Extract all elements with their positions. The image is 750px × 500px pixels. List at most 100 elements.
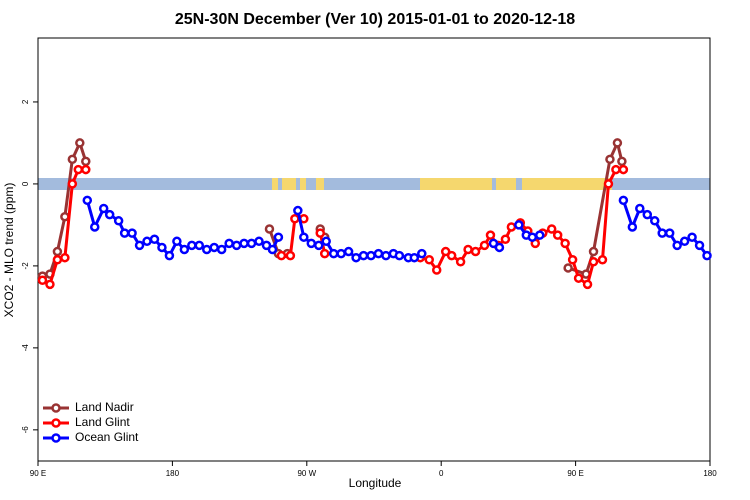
data-point: [134, 240, 145, 251]
data-point: [573, 273, 584, 283]
x-tick-label: 0: [439, 469, 444, 478]
data-point: [463, 244, 473, 255]
x-tick-label: 180: [703, 469, 717, 478]
data-point: [194, 240, 205, 251]
data-point: [618, 195, 629, 206]
data-point: [273, 232, 284, 242]
legend-marker: [51, 403, 61, 413]
legend-marker: [51, 418, 61, 428]
data-point: [527, 232, 538, 242]
data-point: [546, 224, 557, 234]
data-point: [351, 252, 361, 263]
data-point: [164, 250, 175, 261]
data-point: [552, 230, 563, 240]
data-point: [358, 250, 369, 261]
data-point: [73, 164, 84, 175]
land-sea-strip: [38, 178, 710, 190]
data-point: [618, 164, 629, 175]
data-point: [299, 232, 309, 242]
data-point: [417, 248, 427, 259]
data-point: [649, 216, 660, 226]
data-point: [239, 238, 249, 249]
data-point: [336, 248, 346, 259]
data-point: [588, 257, 599, 267]
data-point: [488, 238, 499, 249]
data-point: [603, 179, 614, 189]
data-point: [127, 228, 137, 238]
legend-marker: [51, 433, 61, 443]
y-tick-label: -2: [21, 262, 30, 270]
data-point: [664, 228, 675, 238]
data-point: [373, 248, 384, 259]
data-point: [45, 279, 55, 290]
data-point: [246, 238, 257, 249]
data-point: [366, 250, 376, 261]
data-point: [672, 240, 682, 251]
data-point: [431, 265, 442, 275]
data-point: [52, 254, 63, 265]
data-point: [81, 156, 91, 167]
x-tick-label: 90 E: [30, 469, 46, 478]
data-point: [319, 248, 330, 259]
data-point: [149, 234, 160, 245]
data-point: [261, 240, 272, 251]
data-point: [409, 252, 420, 263]
y-tick-label: 0: [21, 181, 30, 186]
plot-frame: [37, 37, 711, 462]
data-point: [611, 164, 621, 175]
legend-label: Land Nadir: [75, 400, 134, 414]
data-point: [267, 244, 278, 255]
data-point: [679, 236, 690, 247]
data-point: [560, 238, 570, 249]
data-point: [276, 250, 287, 261]
data-point: [455, 257, 466, 267]
data-point: [104, 209, 115, 220]
data-point: [264, 224, 275, 234]
data-point: [567, 254, 578, 265]
y-tick-label: -4: [21, 344, 30, 352]
x-axis-label: Longitude: [349, 476, 402, 490]
data-point: [343, 246, 354, 257]
data-point: [82, 195, 93, 206]
data-point: [627, 222, 638, 232]
data-point: [75, 138, 85, 148]
data-point: [60, 252, 70, 263]
legend-label: Ocean Glint: [75, 430, 139, 444]
data-point: [563, 263, 573, 273]
data-point: [285, 250, 296, 261]
data-point: [201, 244, 212, 255]
data-point: [635, 203, 645, 214]
data-point: [231, 240, 242, 251]
data-point: [254, 236, 264, 247]
data-point: [617, 156, 627, 167]
data-point: [142, 236, 152, 247]
x-tick-label: 90 E: [567, 469, 583, 478]
data-point: [394, 250, 405, 261]
data-point: [597, 254, 608, 265]
data-point: [52, 246, 63, 257]
data-point: [687, 232, 697, 242]
data-point: [381, 250, 391, 261]
data-point: [514, 220, 524, 230]
data-point: [500, 234, 511, 245]
data-point: [209, 242, 219, 253]
data-point: [290, 214, 300, 224]
data-point: [89, 222, 100, 232]
data-point: [588, 246, 599, 257]
data-point: [485, 230, 496, 240]
data-point: [494, 242, 505, 253]
data-point: [321, 236, 331, 247]
data-point: [424, 254, 435, 265]
data-point: [582, 279, 593, 290]
data-point: [702, 250, 712, 261]
y-axis-label: XCO2 - MLO trend (ppm): [2, 183, 16, 318]
legend-label: Land Glint: [75, 415, 130, 429]
data-point: [81, 164, 91, 175]
y-tick-label: -6: [21, 426, 30, 434]
data-point: [179, 244, 190, 255]
data-point: [470, 246, 481, 257]
data-point: [657, 228, 667, 238]
data-point: [216, 244, 227, 255]
data-point: [612, 138, 623, 148]
